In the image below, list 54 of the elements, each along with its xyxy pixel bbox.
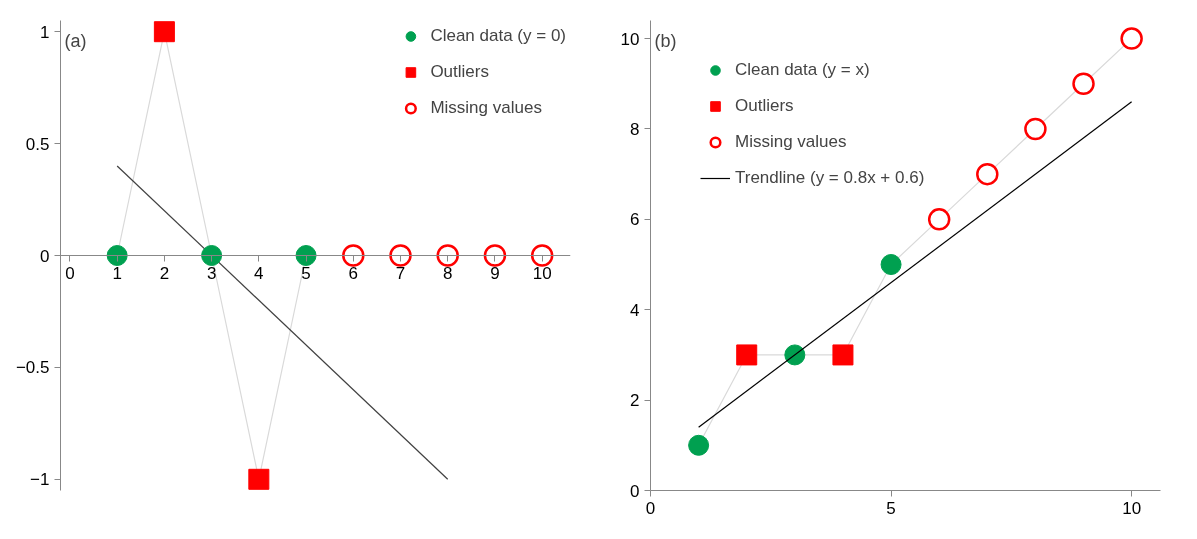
x-tick-label: 8 (442, 263, 453, 283)
x-tick-label: 9 (490, 263, 500, 283)
x-tick-label: 1 (112, 263, 122, 283)
point (736, 344, 758, 366)
point (248, 468, 270, 490)
x-tick-label: 5 (301, 263, 311, 283)
y-tick-label: 8 (630, 119, 640, 139)
point (389, 244, 412, 267)
point (784, 344, 806, 366)
y-tick-label: 2 (630, 391, 640, 411)
y-tick-label: −0.5 (15, 358, 50, 378)
x-tick-label: 10 (1122, 498, 1142, 518)
annotation: (b) (654, 30, 677, 51)
point (436, 244, 459, 267)
point (688, 434, 710, 456)
point (483, 244, 507, 267)
point (1072, 72, 1095, 95)
x-tick-label: 4 (254, 263, 264, 283)
point (106, 245, 128, 266)
legend-label: Missing values (735, 132, 847, 152)
legend-label: Outliers (430, 62, 489, 82)
x-tick-label: 10 (532, 263, 552, 283)
y-tick-label: 0 (40, 246, 50, 266)
annotation: (a) (64, 30, 87, 51)
point (201, 245, 223, 266)
point (295, 245, 317, 266)
x-tick-label: 6 (348, 263, 359, 283)
point (153, 21, 175, 43)
point (976, 162, 999, 186)
x-tick-label: 0 (65, 263, 75, 283)
x-tick-label: 2 (159, 263, 170, 283)
legend-label: Clean data (y = 0) (430, 26, 566, 46)
x-tick-label: 3 (206, 263, 217, 283)
legend-label: Clean data (y = x) (735, 60, 870, 80)
legend-label: Outliers (735, 96, 794, 116)
y-tick-label: 4 (630, 300, 640, 320)
y-tick-label: −1 (30, 470, 50, 490)
point (530, 244, 554, 267)
x-tick-label: 5 (886, 498, 896, 518)
point (927, 208, 951, 231)
x-tick-label: 7 (395, 263, 406, 283)
point (342, 244, 365, 267)
point (1024, 117, 1047, 141)
y-tick-label: 10 (620, 29, 640, 49)
y-tick-label: 1 (40, 22, 50, 42)
y-tick-label: 0 (630, 481, 640, 501)
x-tick-label: 0 (645, 498, 656, 518)
y-tick-label: 6 (630, 210, 640, 230)
legend-label: Missing values (430, 98, 542, 118)
y-tick-label: 0.5 (25, 134, 50, 154)
point (880, 254, 902, 276)
point (1120, 27, 1143, 50)
point (832, 344, 854, 366)
legend-label: Trendline (y = 0.8x + 0.6) (735, 168, 925, 188)
